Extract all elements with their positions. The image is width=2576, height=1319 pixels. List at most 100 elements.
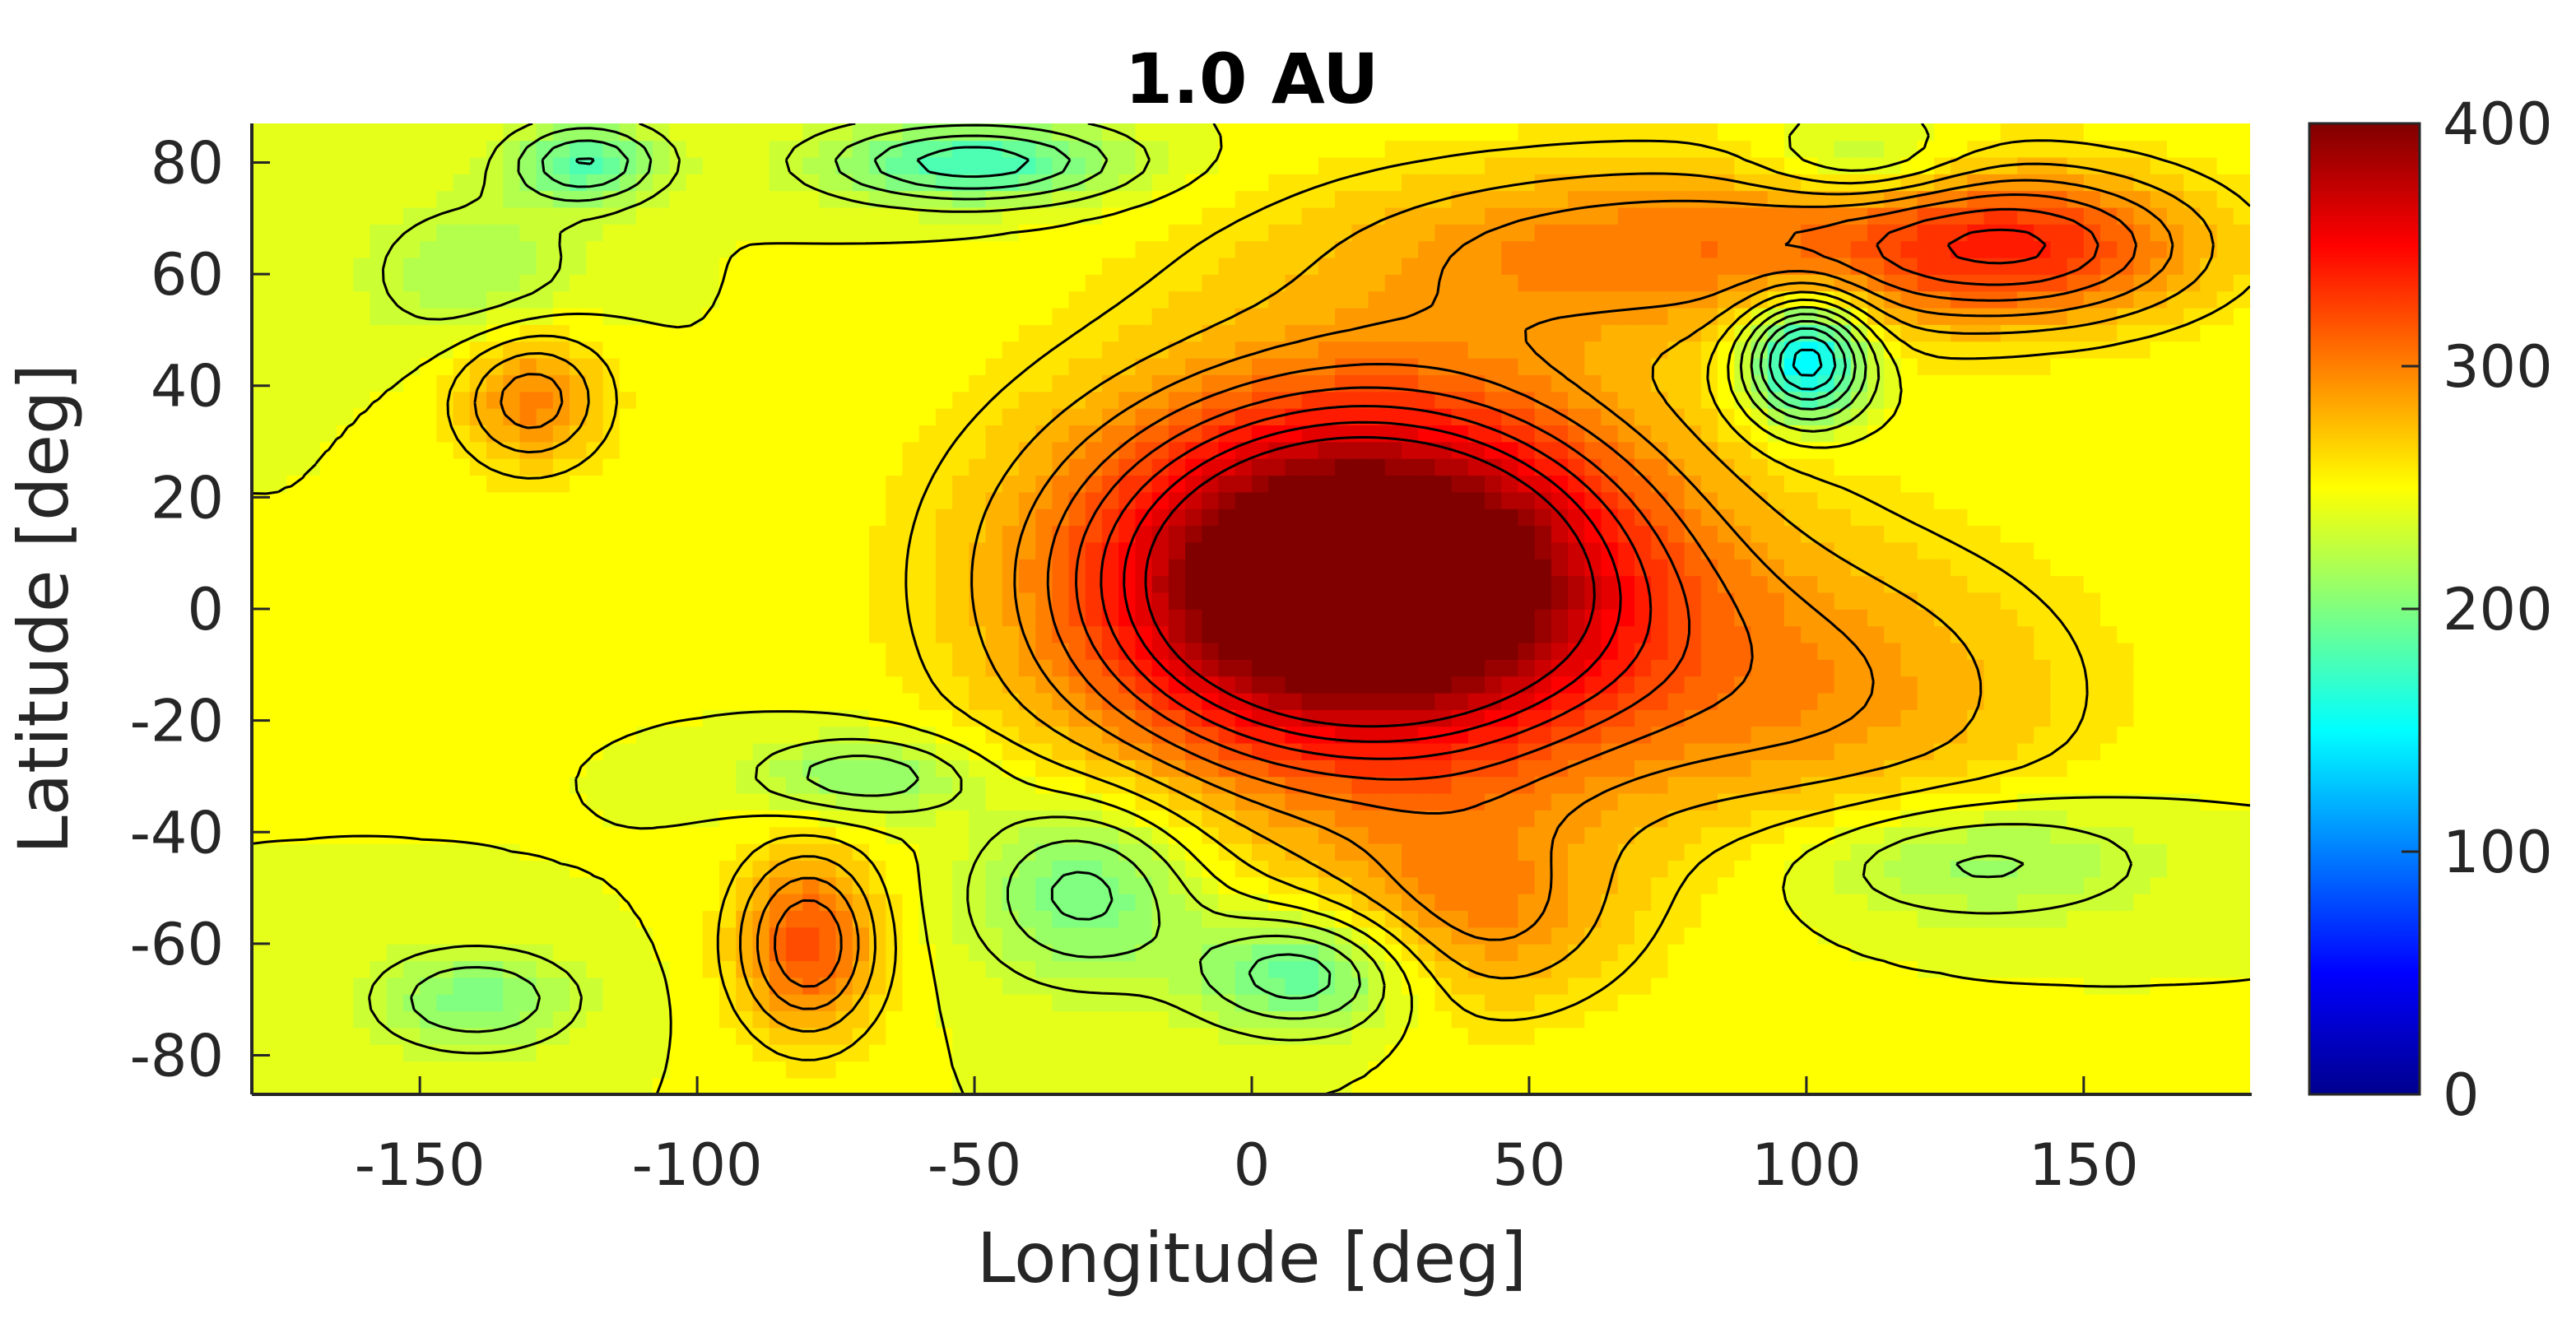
contour-cell [1917, 860, 1935, 878]
contour-cell [835, 910, 853, 928]
contour-cell [1801, 960, 1819, 978]
contour-cell [835, 541, 853, 560]
contour-cell [769, 491, 787, 509]
contour-cell [2150, 893, 2168, 911]
contour-cell [436, 776, 454, 794]
contour-cell [1351, 792, 1369, 810]
contour-cell [1368, 826, 1386, 844]
contour-cell [1434, 742, 1453, 760]
contour-cell [353, 1043, 371, 1062]
contour-cell [952, 759, 970, 778]
contour-cell [2133, 910, 2151, 928]
contour-cell [1151, 508, 1169, 527]
contour-cell [1783, 692, 1802, 710]
contour-cell [653, 541, 671, 560]
contour-cell [402, 625, 421, 643]
contour-cell [286, 759, 305, 778]
contour-cell [1285, 491, 1303, 509]
contour-cell [1884, 508, 1902, 527]
contour-cell [453, 776, 471, 794]
contour-cell [852, 692, 870, 710]
contour-cell [1933, 692, 1951, 710]
contour-cell [1085, 977, 1103, 995]
contour-cell [486, 692, 505, 710]
contour-cell [1917, 709, 1935, 727]
contour-cell [469, 659, 487, 677]
contour-cell [1551, 692, 1569, 710]
contour-cell [1568, 759, 1586, 778]
contour-cell [1434, 609, 1453, 627]
contour-cell [552, 609, 570, 627]
contour-cell [2150, 810, 2168, 828]
contour-cell [536, 592, 554, 610]
contour-cell [1068, 441, 1086, 459]
contour-cell [1002, 776, 1020, 794]
contour-cell [2100, 709, 2118, 727]
contour-cell [1983, 960, 2002, 978]
contour-cell [1434, 425, 1453, 443]
contour-cell [2200, 826, 2218, 844]
contour-cell [1734, 960, 1752, 978]
contour-cell [1667, 776, 1686, 794]
contour-cell [1485, 810, 1503, 828]
contour-cell [2050, 726, 2068, 744]
contour-cell [1767, 1043, 1785, 1062]
contour-cell [2200, 1010, 2218, 1029]
contour-cell [1485, 876, 1503, 894]
contour-cell [952, 592, 970, 610]
contour-cell [635, 1077, 653, 1094]
contour-cell [952, 391, 970, 409]
contour-cell [1967, 977, 1985, 995]
contour-cell [1983, 642, 2002, 660]
contour-cell [386, 726, 404, 744]
contour-cell [2200, 977, 2218, 995]
contour-cell [619, 425, 637, 443]
contour-cell [420, 475, 438, 493]
contour-cell [436, 508, 454, 527]
contour-cell [2000, 642, 2018, 660]
contour-cell [303, 625, 321, 643]
contour-cell [337, 491, 355, 509]
contour-cell [536, 876, 554, 894]
contour-cell [1684, 726, 1702, 744]
contour-cell [2100, 508, 2118, 527]
contour-cell [635, 893, 653, 911]
contour-cell [519, 1027, 537, 1045]
contour-cell [1501, 558, 1519, 577]
contour-cell [802, 391, 821, 409]
contour-cell [1401, 425, 1419, 443]
contour-cell [1118, 876, 1137, 894]
contour-cell [2050, 441, 2068, 459]
contour-cell [985, 642, 1003, 660]
contour-cell [2016, 943, 2034, 962]
contour-cell [337, 910, 355, 928]
contour-cell [1235, 592, 1253, 610]
contour-cell [1118, 742, 1137, 760]
contour-cell [1118, 642, 1137, 660]
contour-cell [519, 709, 537, 727]
contour-cell [852, 475, 870, 493]
contour-cell [1817, 943, 1835, 962]
contour-cell [1518, 759, 1536, 778]
contour-cell [469, 541, 487, 560]
contour-cell [802, 860, 821, 878]
contour-cell [969, 993, 987, 1012]
contour-cell [719, 910, 737, 928]
contour-cell [1368, 843, 1386, 861]
contour-cell [1751, 625, 1769, 643]
contour-cell [1318, 592, 1336, 610]
contour-cell [1235, 676, 1253, 694]
contour-cell [586, 776, 604, 794]
contour-cell [2067, 927, 2085, 945]
contour-cell [1933, 792, 1951, 810]
contour-cell [769, 575, 787, 593]
contour-cell [1168, 592, 1186, 610]
contour-cell [386, 525, 404, 543]
contour-cell [686, 575, 704, 593]
contour-cell [969, 425, 987, 443]
contour-cell [1884, 1010, 1902, 1029]
contour-cell [1218, 893, 1236, 911]
contour-cell [2183, 927, 2202, 945]
contour-cell [253, 541, 272, 560]
contour-cell [570, 776, 588, 794]
